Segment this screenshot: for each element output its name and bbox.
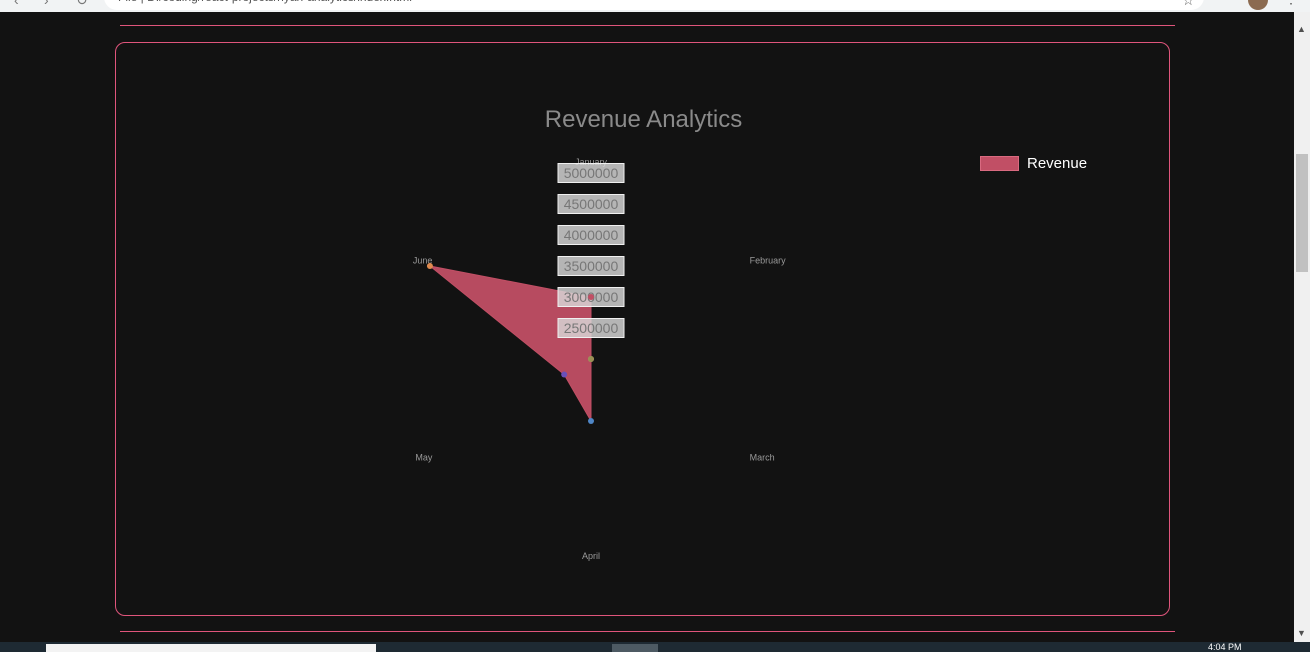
- category-label-january: January: [575, 157, 608, 167]
- taskbar-clock: 4:04 PM: [1208, 642, 1242, 652]
- address-bar[interactable]: File | D:/coding/react-projects/hyan-ana…: [104, 0, 1204, 10]
- scroll-down-icon[interactable]: ▼: [1297, 628, 1306, 638]
- bottom-divider: [120, 631, 1175, 632]
- scroll-up-icon[interactable]: ▲: [1297, 24, 1306, 34]
- browser-toolbar: ‹ › ↻ File | D:/coding/react-projects/hy…: [0, 0, 1310, 12]
- legend-label: Revenue: [1027, 155, 1088, 172]
- radar-chart: January February March April May June 2500000 3…: [413, 157, 787, 561]
- top-divider: [120, 25, 1175, 26]
- taskbar-app-button[interactable]: [612, 644, 658, 652]
- radial-tick-label: 4000000: [564, 227, 619, 243]
- category-label-february: February: [750, 256, 787, 266]
- legend-swatch: [980, 156, 1019, 171]
- category-label-june: June: [413, 256, 433, 266]
- chart-card: Revenue Analytics January February March Ap…: [115, 42, 1170, 616]
- chart-title: Revenue Analytics: [544, 106, 743, 133]
- radial-tick-box: [557, 194, 625, 214]
- radial-tick-label: 4500000: [564, 196, 619, 212]
- profile-avatar[interactable]: [1248, 0, 1268, 10]
- radial-tick-box: [557, 225, 625, 245]
- category-label-may: May: [415, 453, 433, 463]
- scroll-thumb[interactable]: [1296, 154, 1308, 272]
- taskbar-search-box[interactable]: [46, 644, 376, 652]
- series-area-revenue: [429, 265, 592, 423]
- category-label-march: March: [750, 453, 775, 463]
- radial-tick-box: [557, 256, 625, 276]
- data-point-april[interactable]: [588, 418, 594, 424]
- os-taskbar: 4:04 PM: [0, 642, 1310, 652]
- data-point-june[interactable]: [426, 263, 433, 269]
- data-point-may[interactable]: [561, 371, 568, 378]
- radial-tick-label: 2500000: [564, 320, 619, 336]
- data-point-january[interactable]: [588, 294, 594, 300]
- radial-tick-box: [557, 318, 625, 338]
- radial-tick-box: [557, 163, 625, 183]
- chart-legend[interactable]: Revenue: [980, 155, 1087, 172]
- back-icon[interactable]: ‹: [14, 0, 19, 8]
- reload-icon[interactable]: ↻: [76, 0, 88, 8]
- category-label-april: April: [582, 551, 600, 561]
- page-scrollbar[interactable]: ▲ ▼: [1294, 12, 1310, 642]
- browser-menu-icon[interactable]: ⋮: [1284, 0, 1298, 7]
- radial-tick-label: 3500000: [564, 258, 619, 274]
- radial-tick-label: 5000000: [564, 165, 619, 181]
- forward-icon[interactable]: ›: [44, 0, 49, 8]
- data-point-march[interactable]: [588, 356, 594, 362]
- bookmark-star-icon[interactable]: ☆: [1182, 0, 1195, 8]
